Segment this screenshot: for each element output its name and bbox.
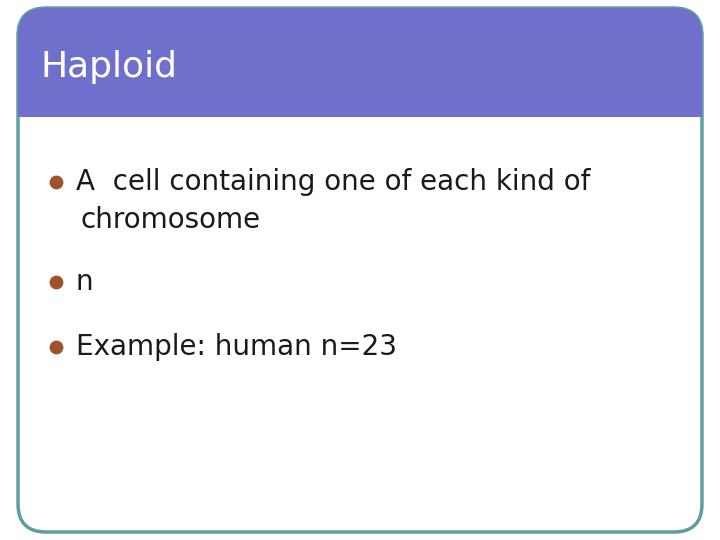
Text: n: n — [76, 268, 94, 296]
Text: Example: human n=23: Example: human n=23 — [76, 333, 397, 361]
Point — [50, 178, 62, 186]
FancyBboxPatch shape — [18, 8, 702, 117]
Text: Haploid: Haploid — [40, 50, 177, 84]
Bar — [18, 87, 702, 117]
FancyBboxPatch shape — [18, 8, 702, 532]
Point — [50, 343, 62, 352]
Text: chromosome: chromosome — [80, 206, 260, 234]
Point — [50, 278, 62, 286]
Text: A  cell containing one of each kind of: A cell containing one of each kind of — [76, 168, 590, 196]
